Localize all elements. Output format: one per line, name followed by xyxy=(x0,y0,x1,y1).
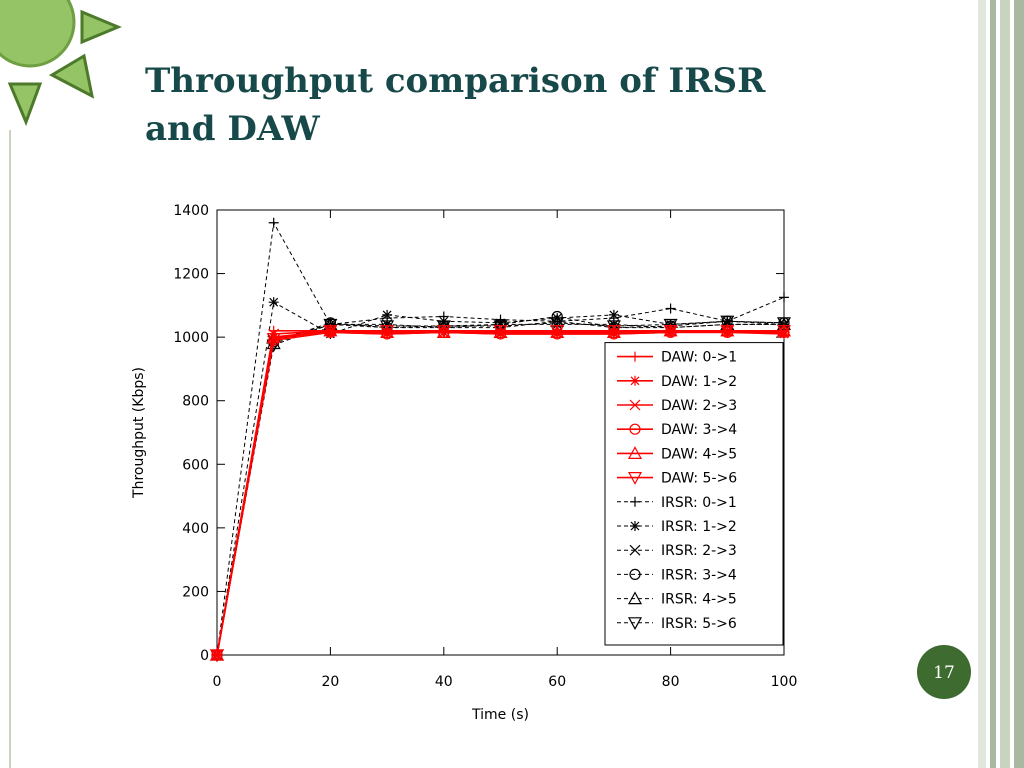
data-point xyxy=(436,320,451,334)
data-point xyxy=(211,649,223,661)
legend-label: DAW: 3->4 xyxy=(661,422,737,438)
x-axis-label: Time (s) xyxy=(471,707,529,723)
legend-label: DAW: 5->6 xyxy=(661,471,737,487)
series-line xyxy=(216,331,784,656)
data-point xyxy=(266,333,281,346)
legend-marker xyxy=(629,423,641,435)
data-point xyxy=(436,325,451,339)
x-tick-label: 80 xyxy=(662,674,680,690)
legend-label: IRSR: 5->6 xyxy=(661,616,737,632)
legend-label: DAW: 0->1 xyxy=(661,350,737,366)
legend-marker xyxy=(629,568,641,580)
y-axis-label: Throughput (Kbps) xyxy=(131,367,147,499)
data-point xyxy=(606,320,621,334)
data-point xyxy=(663,325,678,339)
data-point xyxy=(323,318,338,332)
legend-label: DAW: 2->3 xyxy=(661,398,737,414)
y-tick-label: 400 xyxy=(182,521,209,537)
data-point xyxy=(779,292,789,303)
y-tick-label: 1000 xyxy=(173,330,209,346)
data-point xyxy=(776,317,792,331)
right-stripe xyxy=(990,0,996,768)
data-point xyxy=(268,297,279,308)
sun xyxy=(0,0,76,68)
data-point xyxy=(665,303,676,314)
right-stripe xyxy=(1000,0,1010,768)
data-point xyxy=(720,325,735,339)
series-line xyxy=(216,315,785,656)
data-point xyxy=(380,325,395,339)
series-line xyxy=(216,329,784,656)
sun-ray xyxy=(48,53,95,99)
y-tick-label: 200 xyxy=(182,584,209,600)
x-tick-label: 100 xyxy=(771,674,798,690)
legend-box xyxy=(604,342,784,646)
legend-marker xyxy=(627,446,643,459)
data-point xyxy=(382,309,393,320)
slide-title: Throughput comparison of IRSR and DAW xyxy=(145,61,766,149)
legend-marker xyxy=(629,544,641,556)
legend-marker xyxy=(627,591,643,605)
data-point xyxy=(323,325,338,339)
data-point xyxy=(550,325,565,339)
legend-label: IRSR: 1->2 xyxy=(661,519,737,535)
data-point xyxy=(268,217,279,228)
y-tick-label: 1400 xyxy=(173,203,209,219)
legend-marker xyxy=(630,496,640,507)
sun-ray xyxy=(7,82,43,127)
legend-label: IRSR: 2->3 xyxy=(661,543,737,559)
right-stripe xyxy=(978,0,986,768)
data-point xyxy=(209,649,225,663)
legend-label: DAW: 1->2 xyxy=(661,374,737,390)
legend-label: DAW: 4->5 xyxy=(661,446,737,462)
x-tick-label: 60 xyxy=(548,674,566,690)
data-point xyxy=(606,325,621,339)
legend-label: IRSR: 4->5 xyxy=(661,592,737,608)
x-tick-label: 20 xyxy=(321,674,339,690)
legend-marker xyxy=(630,375,640,386)
page-number-badge xyxy=(917,645,971,699)
data-point xyxy=(380,320,395,334)
x-tick-label: 40 xyxy=(435,674,453,690)
sun-ray xyxy=(80,9,122,45)
plot-frame xyxy=(216,209,785,656)
legend-marker xyxy=(627,617,643,631)
data-point xyxy=(608,309,619,320)
legend-label: IRSR: 0->1 xyxy=(661,495,737,511)
legend-marker xyxy=(630,351,640,362)
data-point xyxy=(778,317,790,329)
legend-marker xyxy=(629,399,641,411)
data-point xyxy=(663,318,678,332)
data-point xyxy=(720,315,735,329)
data-point xyxy=(550,317,565,331)
right-stripe xyxy=(1014,0,1024,768)
legend-marker xyxy=(627,472,643,485)
data-point xyxy=(266,336,281,350)
data-point xyxy=(779,328,789,339)
legend-marker xyxy=(630,521,640,531)
y-tick-label: 1200 xyxy=(173,267,209,283)
x-tick-label: 0 xyxy=(213,674,222,690)
y-tick-label: 0 xyxy=(200,648,209,664)
data-point xyxy=(493,320,508,334)
data-point xyxy=(776,325,792,339)
data-point xyxy=(493,325,508,339)
page-number: 17 xyxy=(933,663,955,683)
y-tick-label: 600 xyxy=(182,457,209,473)
y-tick-label: 800 xyxy=(182,394,209,410)
legend-label: IRSR: 3->4 xyxy=(661,567,737,583)
